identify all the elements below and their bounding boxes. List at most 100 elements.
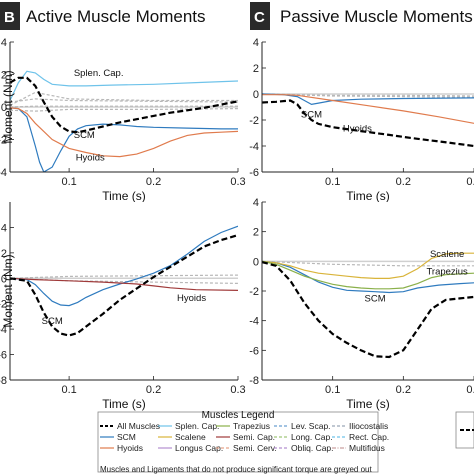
chart-1-ytick-label: -6 <box>249 167 259 179</box>
legend-label-splen-cap: Splen. Cap. <box>175 421 219 431</box>
chart-3-annotation: Trapezius <box>426 267 468 278</box>
chart-3-ytick-label: -8 <box>249 375 259 387</box>
chart-3-ytick-label: 4 <box>253 197 259 209</box>
chart-1-series-all-muscles <box>262 99 474 148</box>
chart-1-ytick-label: 4 <box>253 37 259 49</box>
chart-3-ytick-label: -6 <box>249 345 259 357</box>
legend-footnote: Muscles and Ligaments that do not produc… <box>100 465 373 474</box>
chart-1-ytick-label: -2 <box>249 115 259 127</box>
chart-0-ytick-label: 0 <box>1 102 7 114</box>
chart-2-ytick-label: 0 <box>1 273 7 285</box>
chart-1-xlabel: Time (s) <box>346 189 390 203</box>
legend-label-all-muscles: All Muscles <box>117 421 160 431</box>
panel-b-letter: B <box>4 9 15 26</box>
chart-0-series-trapezius <box>10 98 238 103</box>
chart-1-xtick-label: 0.3 <box>466 176 474 188</box>
chart-passive-top: -6 -4 -2 0 2 4 0.1 0.2 0.3 SCM Hyoids Time (s) <box>249 37 474 203</box>
chart-0-ytick-label: -2 <box>0 135 7 147</box>
legend-label-scm: SCM <box>117 432 136 442</box>
legend-title: Muscles Legend <box>202 410 275 421</box>
chart-active-bottom: -8 -6 -4 -2 0 2 4 0.1 0.2 0.3 SCM Hyoids Time (s) Mom… <box>0 202 246 411</box>
chart-2-series-hyoids <box>10 277 238 291</box>
chart-1-xtick-label: 0.2 <box>396 176 411 188</box>
chart-0-series-splen-cap <box>10 70 238 101</box>
panel-b-title: Active Muscle Moments <box>26 7 206 26</box>
chart-3-xlabel: Time (s) <box>346 397 390 411</box>
chart-1-annotation: Hyoids <box>343 124 372 135</box>
legend-label-rect-cap: Rect. Cap. <box>349 432 389 442</box>
chart-active-top: -4 -2 0 2 4 0.1 0.2 0.3 Splen. Cap. SCM Hyoids Time… <box>0 37 246 203</box>
panel-c-letter: C <box>254 9 265 26</box>
chart-2-ytick-label: -2 <box>0 299 7 311</box>
chart-1-plot-area <box>262 42 474 172</box>
chart-3-series-trapezius <box>262 260 474 290</box>
chart-0-ylabel: Moment (Nm) <box>1 70 15 143</box>
chart-1-series-hyoids <box>262 94 474 124</box>
chart-0-series-semi-cerv <box>10 91 238 106</box>
panel-c-label-box <box>250 2 270 30</box>
legend-label-trapezius: Trapezius <box>233 421 270 431</box>
chart-0-xtick-label: 0.2 <box>146 176 161 188</box>
chart-0-xtick-label: 0.3 <box>230 176 245 188</box>
legend-label-scalene: Scalene <box>175 432 206 442</box>
legend-label-iliocostalis: Iliocostalis <box>349 421 388 431</box>
chart-2-series-scm <box>10 225 238 307</box>
chart-2-ytick-label: -4 <box>0 324 7 336</box>
legend-label-obliq-cap: Obliq. Cap. <box>291 443 334 453</box>
chart-2-series-iliocostalis <box>10 277 238 284</box>
chart-2-series-all-muscles <box>10 234 238 337</box>
chart-3-series-scalene <box>262 252 474 279</box>
legend-label-lev-scap: Lev. Scap. <box>291 421 331 431</box>
chart-3-ytick-label: 2 <box>253 227 259 239</box>
legend-label-longus-cap: Longus Cap. <box>175 443 223 453</box>
chart-2-xtick-label: 0.2 <box>146 384 161 396</box>
chart-1-xtick-label: 0.1 <box>325 176 340 188</box>
chart-2-ytick-label: -6 <box>0 350 7 362</box>
chart-2-plot-area <box>10 202 238 380</box>
second-legend-fragment <box>455 411 474 449</box>
chart-3-annotation: SCM <box>365 293 386 304</box>
legend-label-multifidus: Multifidus <box>349 443 385 453</box>
chart-2-ylabel: Moment (Nm) <box>1 254 15 327</box>
chart-3-series-scm <box>262 260 474 294</box>
chart-2-annotation: SCM <box>42 316 63 327</box>
chart-0-xtick-label: 0.1 <box>61 176 76 188</box>
chart-3-xtick-label: 0.2 <box>396 384 411 396</box>
chart-3-ytick-label: 0 <box>253 256 259 268</box>
chart-3-ytick-label: -2 <box>249 286 259 298</box>
chart-1-series-lev-scap <box>262 93 474 97</box>
legend-box <box>97 411 379 473</box>
chart-2-ytick-label: 2 <box>1 248 7 260</box>
chart-0-annotation: SCM <box>74 130 95 141</box>
chart-0-ytick-label: 4 <box>1 37 7 49</box>
chart-0-ytick-label: -4 <box>0 167 7 179</box>
chart-2-ytick-label: -8 <box>0 375 7 387</box>
chart-2-xtick-label: 0.3 <box>230 384 245 396</box>
chart-2-series-long-cap <box>10 274 238 279</box>
chart-2-annotation: Hyoids <box>177 293 206 304</box>
chart-3-series-lev-scap <box>262 260 474 267</box>
chart-2-xtick-label: 0.1 <box>61 384 76 396</box>
chart-passive-bottom: -8 -6 -4 -2 0 2 4 0.1 0.2 0.3 Scalene Trapezius SCM T… <box>249 197 474 411</box>
chart-0-annotation: Splen. Cap. <box>74 68 124 79</box>
chart-0-series-longus-cap <box>10 105 238 108</box>
chart-0-annotation: Hyoids <box>76 153 105 164</box>
chart-0-series-hyoids <box>10 107 238 158</box>
chart-1-ytick-label: -4 <box>249 141 259 153</box>
chart-3-xtick-label: 0.3 <box>466 384 474 396</box>
chart-3-xtick-label: 0.1 <box>325 384 340 396</box>
chart-1-annotation: SCM <box>301 109 322 120</box>
chart-0-ytick-label: 2 <box>1 70 7 82</box>
chart-3-ytick-label: -4 <box>249 316 259 328</box>
panel-c-title: Passive Muscle Moments <box>280 7 473 26</box>
chart-2-ytick-label: 4 <box>1 222 7 234</box>
legend-label-hyoids: Hyoids <box>117 443 143 453</box>
chart-0-series-iliocostalis <box>10 108 238 112</box>
panel-b-label-box <box>0 2 20 30</box>
chart-1-ytick-label: 0 <box>253 89 259 101</box>
legend-label-long-cap: Long. Cap. <box>291 432 333 442</box>
chart-2-xlabel: Time (s) <box>102 397 146 411</box>
chart-3-series-all-muscles <box>262 261 474 359</box>
